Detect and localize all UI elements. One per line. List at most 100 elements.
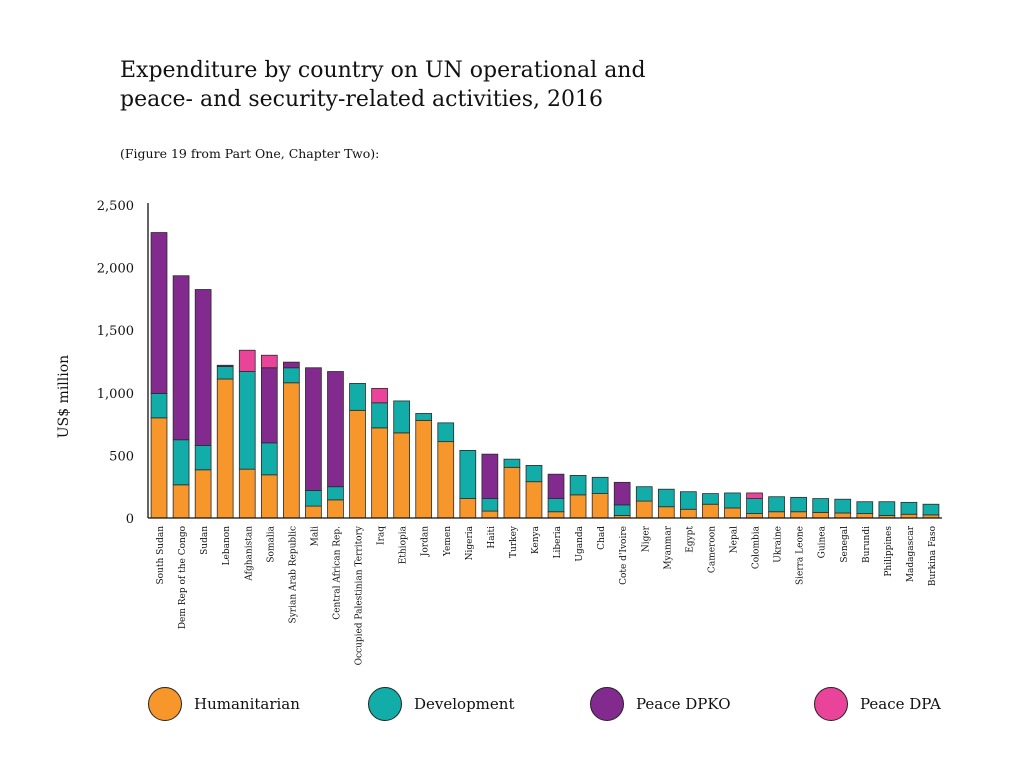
bar-humanitarian-egypt: [680, 508, 697, 519]
bar-humanitarian-senegal: [834, 512, 852, 519]
x-tick-label: Uganda: [575, 525, 585, 561]
bar-humanitarian-kenya: [525, 481, 543, 519]
x-tick-label: Dem Rep of the Congo: [178, 526, 188, 629]
y-tick-label: 0: [126, 512, 134, 527]
bar-peace-dpko-mali: [305, 367, 322, 491]
x-tick-label: Guinea: [818, 525, 828, 558]
bar-peace-dpko-central-african-rep: [327, 371, 344, 488]
chart-title: Expenditure by country on UN operational…: [120, 56, 740, 114]
bar-peace-dpko-liberia: [547, 473, 565, 499]
bar-humanitarian-haiti: [481, 510, 499, 519]
bar-humanitarian-ukraine: [768, 511, 785, 519]
y-tick-label: 2,500: [97, 199, 134, 214]
bar-humanitarian-central-african-rep: [327, 499, 344, 519]
x-tick-label: Nepal: [729, 526, 739, 553]
bar-peace-dpko-syrian-arab-republic: [283, 361, 300, 369]
bar-development-colombia: [746, 498, 763, 515]
x-tick-label: South Sudan: [156, 526, 166, 585]
bar-development-burundi: [856, 501, 874, 515]
bar-humanitarian-cameroon: [702, 503, 719, 519]
bar-humanitarian-nigeria: [459, 498, 477, 519]
x-tick-label: Turkey: [509, 525, 519, 558]
x-tick-label: Iraq: [377, 526, 387, 545]
bar-peace-dpko-dem-rep-of-the-congo: [172, 275, 190, 441]
x-tick-label: Afghanistan: [244, 526, 254, 582]
chart-title-line-2: peace- and security-related activities, …: [120, 87, 603, 112]
bar-humanitarian-sudan: [194, 469, 212, 519]
x-tick-label: Syrian Arab Republic: [288, 526, 298, 623]
y-tick-label: 500: [109, 449, 134, 464]
x-tick-label: Colombia: [752, 525, 762, 569]
y-tick-label: 2,000: [97, 262, 134, 277]
bar-development-madagascar: [900, 501, 918, 515]
bar-humanitarian-burundi: [856, 513, 874, 519]
bar-development-burkina-faso: [922, 503, 940, 516]
bar-peace-dpa-somalia: [260, 354, 278, 369]
bar-humanitarian-mali: [305, 505, 322, 519]
legend-label-peace-dpko: Peace DPKO: [636, 695, 731, 713]
x-tick-label: Senegal: [840, 526, 850, 563]
legend-label-development: Development: [414, 695, 515, 713]
bar-humanitarian-niger: [635, 500, 653, 519]
bar-peace-dpa-colombia: [746, 492, 763, 499]
legend-swatch-humanitarian: [148, 687, 182, 721]
legend-swatch-peace-dpko: [590, 687, 624, 721]
bar-humanitarian-guinea: [812, 511, 830, 519]
x-tick-label: Egypt: [685, 526, 695, 553]
x-tick-label: Haiti: [487, 526, 497, 549]
legend-swatch-development: [368, 687, 402, 721]
x-tick-label: Niger: [641, 525, 651, 552]
legend-label-humanitarian: Humanitarian: [194, 695, 300, 713]
x-tick-label: Chad: [597, 526, 607, 550]
bar-development-occupied-palestinian-territory: [349, 383, 366, 411]
bar-humanitarian-uganda: [569, 494, 587, 519]
bar-humanitarian-occupied-palestinian-territory: [349, 409, 366, 519]
legend-item-humanitarian: Humanitarian: [148, 686, 300, 722]
bar-development-niger: [635, 486, 653, 502]
x-tick-label: Myanmar: [663, 525, 673, 569]
x-tick-label: Lebanon: [222, 526, 232, 566]
bar-development-uganda: [569, 475, 587, 496]
bar-development-turkey: [503, 458, 521, 468]
legend: Humanitarian Development Peace DPKO Peac…: [0, 686, 1024, 726]
bar-development-lebanon: [216, 366, 234, 380]
x-tick-label: Burkina Faso: [928, 526, 938, 586]
legend-item-peace-dpa: Peace DPA: [814, 686, 941, 722]
bar-development-cote-d-ivoire: [613, 504, 631, 516]
y-tick-label: 1,000: [97, 387, 134, 402]
x-tick-label: Ukraine: [774, 526, 784, 563]
x-tick-label: Cameroon: [707, 526, 717, 573]
bar-development-sierra-leone: [790, 496, 807, 513]
bar-development-myanmar: [657, 488, 675, 508]
legend-label-peace-dpa: Peace DPA: [860, 695, 941, 713]
x-tick-label: Kenya: [531, 525, 541, 554]
bar-humanitarian-turkey: [503, 466, 521, 519]
x-tick-label: Ethiopia: [399, 525, 409, 564]
bar-peace-dpko-haiti: [481, 453, 499, 499]
bar-humanitarian-myanmar: [657, 506, 675, 519]
bar-development-sudan: [194, 444, 212, 471]
x-tick-label: Central African Rep.: [332, 526, 342, 620]
legend-item-peace-dpko: Peace DPKO: [590, 686, 731, 722]
chart-subtitle: (Figure 19 from Part One, Chapter Two):: [120, 146, 380, 161]
bar-humanitarian-afghanistan: [238, 468, 256, 519]
bar-peace-dpko-south-sudan: [150, 232, 168, 394]
bar-humanitarian-yemen: [437, 441, 455, 519]
x-tick-label: Sudan: [200, 526, 210, 555]
legend-swatch-peace-dpa: [814, 687, 848, 721]
bar-peace-dpko-sudan: [194, 289, 212, 446]
bar-humanitarian-dem-rep-of-the-congo: [172, 484, 190, 519]
bar-development-cameroon: [702, 493, 719, 505]
bar-peace-dpa-afghanistan: [238, 349, 256, 372]
bar-humanitarian-liberia: [547, 511, 565, 519]
bar-humanitarian-jordan: [415, 419, 433, 519]
x-tick-label: Sierra Leone: [796, 526, 806, 585]
bar-development-kenya: [525, 465, 543, 483]
bar-development-nigeria: [459, 449, 477, 499]
bar-development-chad: [591, 476, 609, 494]
bar-development-afghanistan: [238, 371, 256, 470]
bar-development-syrian-arab-republic: [283, 367, 300, 384]
bar-development-ethiopia: [393, 400, 410, 434]
bar-development-mali: [305, 490, 322, 507]
bar-humanitarian-iraq: [371, 427, 388, 519]
